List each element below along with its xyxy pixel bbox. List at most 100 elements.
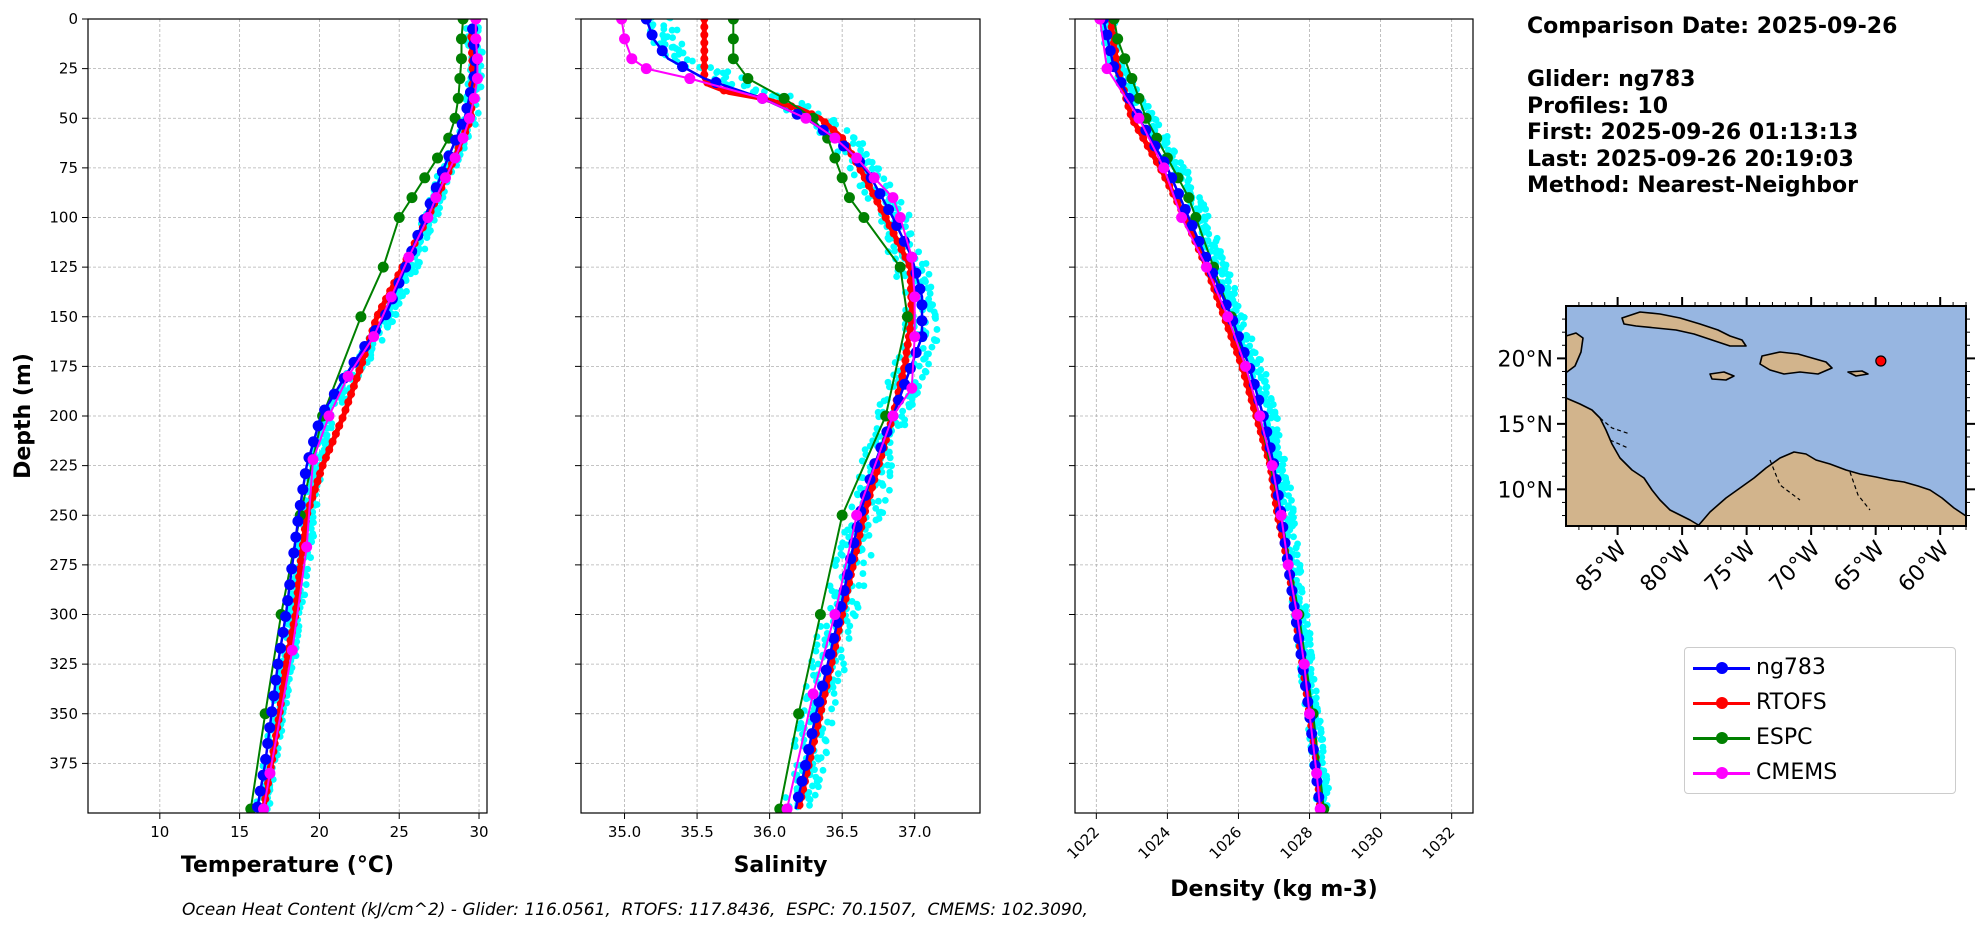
glider-profile-point xyxy=(922,278,929,285)
glider-profile-point xyxy=(1292,544,1300,552)
glider-profile-point xyxy=(828,705,836,713)
glider-profile-point xyxy=(812,647,820,655)
series-point-ng783 xyxy=(288,547,300,559)
series-point-rtofs xyxy=(829,126,838,135)
map-lat-label: 15°N xyxy=(1498,413,1553,438)
series-line-rtofs xyxy=(261,28,476,810)
series-point-rtofs xyxy=(817,705,826,714)
x-tick-label: 15 xyxy=(230,823,249,841)
series-point-rtofs xyxy=(1107,22,1116,31)
series-point-rtofs xyxy=(299,533,308,542)
series-point-cmems xyxy=(909,291,921,303)
x-tick-label: 1022 xyxy=(1063,823,1103,863)
series-point-espc xyxy=(894,261,906,273)
series-point-cmems xyxy=(1275,509,1287,521)
series-point-ng783 xyxy=(292,515,304,527)
glider-profile-point xyxy=(880,175,888,183)
glider-profile-point xyxy=(421,245,429,253)
series-point-cmems xyxy=(894,212,906,223)
glider-profile-point xyxy=(293,638,301,645)
series-point-rtofs xyxy=(1112,54,1121,63)
glider-profile-point xyxy=(850,171,858,179)
series-point-rtofs xyxy=(906,324,915,333)
series-point-rtofs xyxy=(295,564,304,573)
series-point-rtofs xyxy=(280,668,289,677)
glider-profile-point xyxy=(1170,147,1178,155)
glider-profile-point xyxy=(867,551,875,559)
glider-profile-point xyxy=(434,210,442,218)
series-point-cmems xyxy=(307,454,319,466)
legend-item-cmems: CMEMS xyxy=(1685,759,1955,789)
series-point-ng783 xyxy=(280,610,292,622)
glider-profile-point xyxy=(848,598,856,605)
glider-profile-point xyxy=(782,794,790,801)
series-point-rtofs xyxy=(700,38,709,47)
plot-area xyxy=(616,19,941,813)
glider-profile-point xyxy=(672,45,680,52)
glider-profile-point xyxy=(1281,455,1288,463)
series-point-espc xyxy=(836,172,848,184)
glider-profile-point xyxy=(307,554,315,561)
y-tick-label: 325 xyxy=(49,655,78,673)
glider-profile-point xyxy=(1301,627,1308,635)
glider-profile-point xyxy=(378,336,386,344)
series-line-ng783 xyxy=(1102,19,1322,810)
series-point-rtofs xyxy=(864,181,873,190)
series-point-ng783 xyxy=(312,420,324,432)
glider-profile-point xyxy=(855,140,863,148)
series-point-rtofs xyxy=(1139,134,1148,143)
series-point-espc xyxy=(742,73,754,85)
series-point-cmems xyxy=(463,112,475,124)
series-point-rtofs xyxy=(863,499,872,508)
series-point-ng783 xyxy=(677,61,689,73)
glider-profile-point xyxy=(1319,747,1327,755)
glider-profile-point xyxy=(1248,335,1256,343)
y-tick-label: 300 xyxy=(49,606,78,624)
glider-profile-point xyxy=(1316,717,1324,725)
series-point-ng783 xyxy=(874,188,886,200)
series-point-rtofs xyxy=(1148,149,1157,158)
glider-profile-point xyxy=(303,572,311,580)
series-point-espc xyxy=(901,311,913,323)
glider-profile-point xyxy=(832,562,839,570)
glider-profile-point xyxy=(815,755,823,763)
series-point-espc xyxy=(1119,53,1131,65)
series-point-cmems xyxy=(887,192,899,204)
series-point-rtofs xyxy=(868,483,877,492)
glider-profile-point xyxy=(1263,400,1271,408)
glider-profile-point xyxy=(1298,585,1305,593)
glider-profile-point xyxy=(849,134,857,141)
legend-marker xyxy=(1716,697,1728,709)
glider-profile-point xyxy=(837,646,845,654)
panel-0: 0 25 50 75 100 125 150 175 200 225 250 275 300 325 350… xyxy=(11,10,489,878)
glider-profile-point xyxy=(925,270,933,278)
series-point-ng783 xyxy=(461,102,473,114)
glider-profile-point xyxy=(1224,270,1232,278)
x-tick-label: 1026 xyxy=(1206,823,1246,863)
legend-label: CMEMS xyxy=(1756,760,1838,785)
glider-profile-point xyxy=(921,354,929,362)
glider-profile-point xyxy=(1303,611,1311,619)
series-point-rtofs xyxy=(373,310,382,319)
series-point-rtofs xyxy=(820,118,829,127)
map-borders xyxy=(1599,417,1871,511)
glider-profile-point xyxy=(893,273,901,280)
series-point-rtofs xyxy=(903,340,912,349)
series-point-ng783 xyxy=(824,648,836,660)
series-point-ng783 xyxy=(916,299,928,311)
glider-profile-point xyxy=(846,164,854,172)
glider-profile-point xyxy=(922,260,930,267)
series-point-rtofs xyxy=(358,358,367,367)
series-point-cmems xyxy=(264,767,276,779)
x-tick-label: 25 xyxy=(390,823,409,841)
series-point-ng783 xyxy=(828,632,840,644)
y-tick-label: 175 xyxy=(49,357,78,375)
glider-profile-point xyxy=(930,336,938,343)
glider-profile-point xyxy=(898,413,906,420)
series-line-ng783 xyxy=(645,19,924,810)
glider-profile-point xyxy=(1262,370,1270,378)
series-point-espc xyxy=(778,92,790,104)
y-tick-label: 125 xyxy=(49,258,78,276)
series-point-cmems xyxy=(906,382,918,394)
series-point-cmems xyxy=(1222,311,1234,323)
